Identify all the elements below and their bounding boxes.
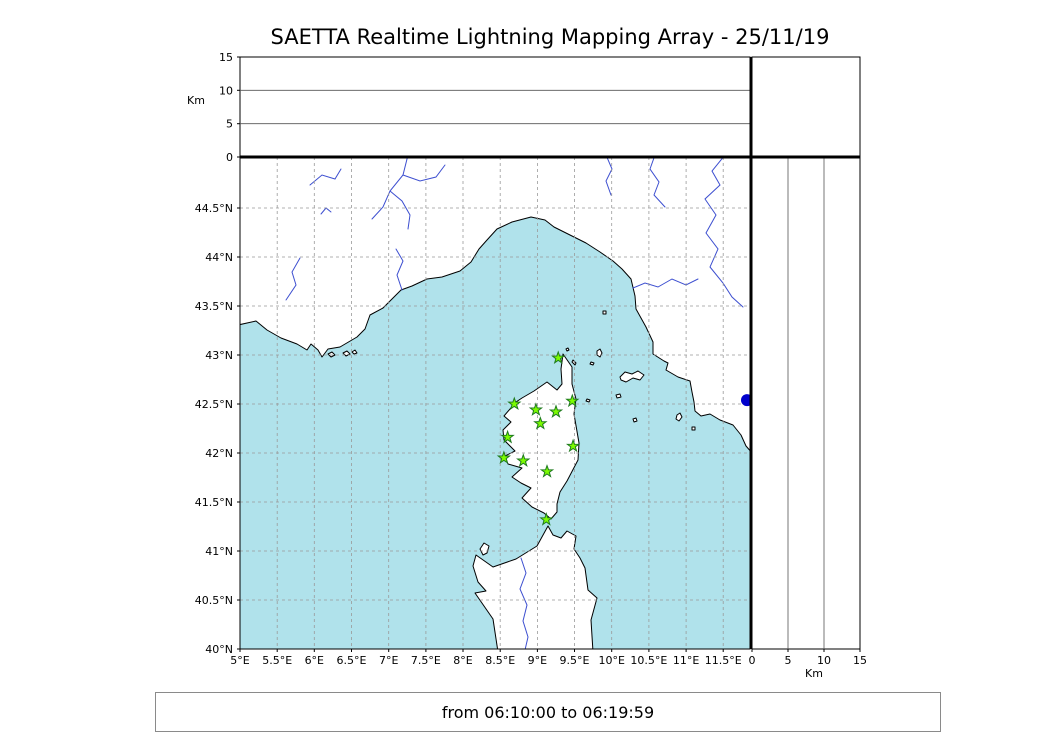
river-arno bbox=[632, 278, 699, 289]
source-dot bbox=[741, 394, 750, 407]
rivers-layer bbox=[285, 157, 744, 649]
river-alpine-branch bbox=[309, 168, 342, 186]
latitude-tick-label: 40.5°N bbox=[195, 594, 233, 607]
station-star-marker bbox=[539, 464, 555, 478]
island-pianosa bbox=[615, 393, 622, 399]
station-star-marker bbox=[496, 450, 512, 464]
station-star-marker bbox=[548, 404, 564, 418]
river-sardinia bbox=[519, 557, 529, 649]
river-var bbox=[395, 248, 404, 291]
island-asinara bbox=[479, 542, 490, 556]
time-range-text: from 06:10:00 to 06:19:59 bbox=[441, 702, 655, 722]
latitude-tick-label: 43.5°N bbox=[195, 300, 233, 313]
map-group bbox=[239, 156, 751, 650]
station-star-marker bbox=[565, 393, 580, 408]
longitude-tick-label: 11.5°E bbox=[705, 654, 742, 667]
island-montecristo bbox=[632, 417, 638, 423]
island-levant bbox=[351, 349, 358, 355]
longitude-tick-label: 7°E bbox=[379, 654, 398, 667]
station-star-marker bbox=[565, 438, 581, 453]
latitude-tick-label: 43°N bbox=[205, 349, 233, 362]
longitude-tick-label: 6.5°E bbox=[337, 654, 367, 667]
altitude-tick-label-right: 15 bbox=[853, 654, 867, 667]
latitude-tick-label: 40°N bbox=[205, 643, 233, 656]
river-po-tributary-3 bbox=[402, 164, 446, 182]
altitude-panel-gridlines bbox=[240, 89, 825, 649]
altitude-tick-label-top: 15 bbox=[219, 51, 233, 64]
island-corsica bbox=[502, 353, 580, 520]
latitude-tick-label: 44°N bbox=[205, 251, 233, 264]
station-star-marker bbox=[533, 416, 548, 430]
island-elba bbox=[619, 370, 645, 383]
station-star-marker bbox=[500, 429, 515, 444]
altitude-tick-label-top: 5 bbox=[226, 118, 233, 131]
river-east-meander bbox=[704, 157, 744, 308]
islet-finocchiarola bbox=[571, 359, 577, 366]
island-sardinia bbox=[472, 525, 598, 649]
latitude-tick-label: 42°N bbox=[205, 447, 233, 460]
altitude-tick-label-right: 0 bbox=[749, 654, 756, 667]
station-markers-layer bbox=[496, 350, 750, 526]
latitude-tick-label: 41°N bbox=[205, 545, 233, 558]
river-north-2 bbox=[649, 157, 666, 208]
longitude-tick-label: 5°E bbox=[230, 654, 249, 667]
coastline-mainland bbox=[240, 157, 750, 452]
altitude-tick-label-right: 10 bbox=[817, 654, 831, 667]
station-star-marker bbox=[507, 396, 522, 411]
longitude-tick-label: 9.5°E bbox=[560, 654, 590, 667]
station-star-marker bbox=[551, 350, 566, 365]
river-durance-lower bbox=[285, 257, 301, 301]
figure-title: SAETTA Realtime Lightning Mapping Array … bbox=[270, 25, 830, 49]
latitude-tick-label: 41.5°N bbox=[195, 496, 233, 509]
river-north-1 bbox=[605, 157, 613, 196]
axis-labels: 5°E 5.5°E 6°E 6.5°E 7°E 7.5°E 8°E 8.5°E 9°E 9.5°E… bbox=[195, 51, 867, 667]
altitude-axis-label-top: Km bbox=[187, 94, 205, 107]
altitude-tick-label-top: 0 bbox=[226, 151, 233, 164]
altitude-latitude-panel bbox=[751, 156, 861, 650]
island-giannutri bbox=[691, 426, 696, 431]
time-range-box: from 06:10:00 to 06:19:59 bbox=[155, 692, 941, 732]
island-gorgona bbox=[602, 310, 607, 315]
island-giglio bbox=[675, 412, 683, 422]
latitude-tick-label: 42.5°N bbox=[195, 398, 233, 411]
longitude-tick-label: 7.5°E bbox=[411, 654, 441, 667]
longitude-tick-label: 6°E bbox=[305, 654, 324, 667]
islet-south bbox=[585, 398, 591, 403]
islet-north bbox=[589, 361, 595, 366]
station-star-marker bbox=[528, 402, 544, 416]
station-star-marker bbox=[516, 453, 531, 467]
altitude-axis-label-right: Km bbox=[805, 667, 823, 680]
island-porquerolles bbox=[327, 351, 336, 358]
longitude-tick-label: 8°E bbox=[453, 654, 472, 667]
longitude-tick-label: 9°E bbox=[528, 654, 547, 667]
land-layer bbox=[240, 157, 750, 649]
longitude-tick-label: 8.5°E bbox=[485, 654, 515, 667]
altitude-longitude-panel bbox=[239, 56, 751, 158]
longitude-tick-label: 5.5°E bbox=[262, 654, 292, 667]
longitude-tick-label: 10°E bbox=[598, 654, 624, 667]
altitude-tick-label-right: 5 bbox=[785, 654, 792, 667]
river-po-tributary-2 bbox=[389, 190, 411, 230]
longitude-tick-label: 11°E bbox=[673, 654, 699, 667]
map-gridlines bbox=[240, 157, 750, 649]
islet-giraglia bbox=[565, 347, 570, 352]
longitude-tick-label: 10.5°E bbox=[630, 654, 667, 667]
altitude-tick-label-top: 10 bbox=[219, 84, 233, 97]
latitude-tick-label: 44.5°N bbox=[195, 202, 233, 215]
altitude-histogram-panel bbox=[751, 56, 861, 158]
station-star-marker bbox=[539, 512, 554, 526]
